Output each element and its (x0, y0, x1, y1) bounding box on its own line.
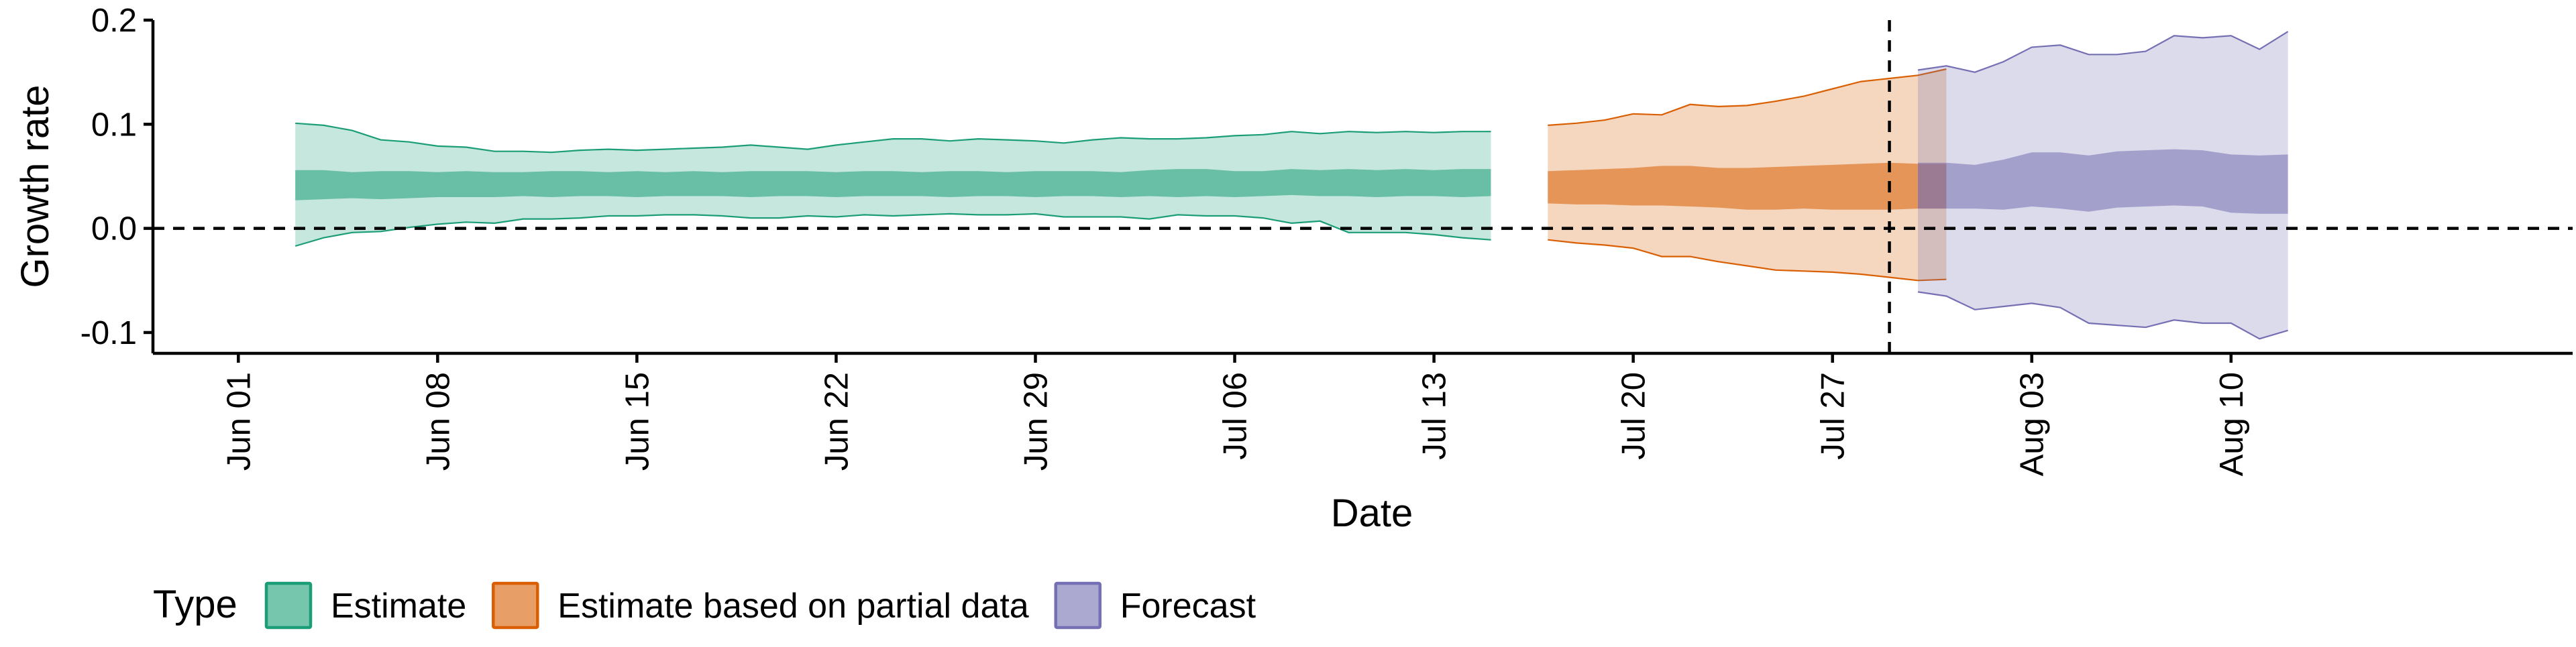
series-group (1917, 31, 2289, 340)
axes-layer: -0.1 0.0 0.1 0.2 Jun 01 Jun 08 Jun 15 Jun 22 Jun… (80, 3, 2573, 476)
bands-layer (294, 31, 2289, 340)
x-tick-label: Aug 10 (2214, 372, 2250, 476)
outer-lower-line (1548, 239, 1947, 282)
x-tick-label: Jul 27 (1815, 372, 1851, 460)
x-tick-label: Jul 20 (1616, 372, 1652, 460)
series-group (1548, 68, 1947, 282)
legend-swatch (492, 581, 539, 630)
outer-upper-line (1548, 68, 1947, 126)
inner-band (295, 169, 1491, 200)
outer-upper-line (1917, 31, 2289, 73)
y-tick-label: 0.1 (91, 107, 137, 143)
y-tick-label: 0.2 (91, 3, 137, 39)
y-tick-label: 0.0 (91, 211, 137, 247)
legend: Type Estimate Estimate based on partial da… (153, 581, 1256, 630)
y-tick-label: -0.1 (80, 315, 137, 351)
legend-label: Estimate based on partial data (557, 587, 1029, 626)
x-tick-label: Jul 06 (1218, 372, 1254, 460)
legend-swatch (264, 581, 313, 630)
legend-item: Estimate based on partial data (492, 581, 1029, 630)
outer-lower-line (294, 213, 1491, 247)
x-tick-label: Jun 08 (420, 372, 456, 471)
legend-label: Estimate (331, 587, 466, 626)
y-axis-label: Growth rate (13, 85, 57, 288)
inner-band (1918, 149, 2288, 214)
x-tick-label: Jun 22 (818, 372, 855, 471)
x-tick-label: Jul 13 (1417, 372, 1453, 460)
legend-label: Forecast (1120, 587, 1256, 626)
x-tick-label: Aug 03 (2015, 372, 2051, 476)
x-tick-label: Jun 29 (1018, 372, 1055, 471)
series-group (294, 122, 1491, 247)
x-tick-label: Jun 01 (221, 372, 257, 471)
inner-band (1548, 162, 1947, 210)
legend-swatch (1054, 581, 1102, 630)
legend-title: Type (153, 583, 237, 626)
x-tick-label: Jun 15 (619, 372, 655, 471)
legend-item: Forecast (1054, 581, 1256, 630)
outer-lower-line (1917, 291, 2288, 340)
legend-item: Estimate (264, 581, 466, 630)
outer-upper-line (295, 122, 1491, 154)
reference-lines (153, 20, 2573, 353)
x-axis-label: Date (1331, 491, 1413, 535)
